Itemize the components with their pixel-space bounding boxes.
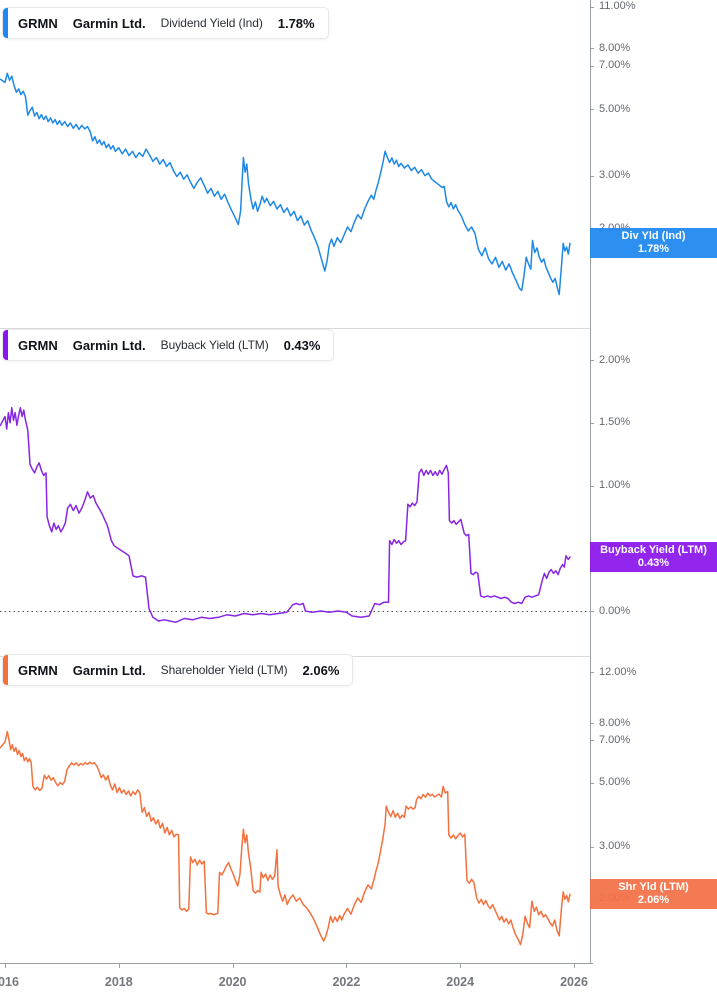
x-axis-tick-label: 2020: [218, 975, 247, 989]
y-axis-tick-label: 8.00%: [599, 716, 631, 729]
badge-metric-label: Shr Yld (LTM): [618, 881, 689, 894]
y-axis-tick-label: 5.00%: [599, 102, 631, 115]
legend-shareholder-yield[interactable]: GRMN Garmin Ltd. Shareholder Yield (LTM)…: [2, 654, 354, 686]
company-name: Garmin Ltd.: [72, 337, 146, 353]
x-axis-tick-label: 2026: [560, 975, 588, 989]
metric-name: Buyback Yield (LTM): [160, 338, 269, 352]
y-axis-tick-label: 3.00%: [599, 169, 631, 182]
badge-metric-value: 2.06%: [637, 894, 670, 907]
y-axis-tick-label: 0.00%: [599, 604, 631, 617]
legend-color-bar: [3, 655, 8, 685]
y-axis-tick-label: 5.00%: [599, 776, 631, 789]
metric-name: Dividend Yield (Ind): [160, 16, 263, 30]
ticker-symbol: GRMN: [18, 15, 58, 31]
badge-metric-label: Buyback Yield (LTM): [600, 544, 707, 557]
y-axis-tick-label: 3.00%: [599, 840, 631, 853]
current-value-badge-shareholder-yield: Shr Yld (LTM) 2.06%: [590, 879, 717, 910]
legend-color-bar: [3, 330, 8, 360]
ticker-symbol: GRMN: [18, 337, 58, 353]
company-name: Garmin Ltd.: [72, 15, 146, 31]
series-line-buyback-yield-ltm: [0, 406, 571, 624]
badge-metric-label: Div Yld (Ind): [621, 230, 686, 243]
metric-value: 2.06%: [302, 662, 340, 678]
legend-dividend-yield[interactable]: GRMN Garmin Ltd. Dividend Yield (Ind) 1.…: [2, 7, 329, 39]
legend-buyback-yield[interactable]: GRMN Garmin Ltd. Buyback Yield (LTM) 0.4…: [2, 329, 335, 361]
y-axis-tick-label: 1.00%: [599, 479, 631, 491]
series-line-dividend-yield-ind: [0, 72, 571, 296]
y-axis-tick-label: 1.50%: [599, 416, 631, 429]
legend-color-bar: [3, 8, 8, 38]
y-axis-tick-label: 11.00%: [599, 0, 636, 13]
current-value-badge-dividend-yield: Div Yld (Ind) 1.78%: [590, 228, 717, 259]
y-axis-tick-label: 8.00%: [599, 41, 631, 54]
badge-metric-value: 1.78%: [637, 243, 670, 256]
current-value-badge-buyback-yield: Buyback Yield (LTM) 0.43%: [590, 542, 717, 573]
x-axis-tick-label: 2018: [104, 975, 133, 989]
badge-metric-value: 0.43%: [637, 557, 670, 570]
metric-value: 1.78%: [277, 15, 315, 31]
y-axis-tick-label: 7.00%: [599, 59, 631, 72]
ticker-symbol: GRMN: [18, 662, 58, 678]
metric-value: 0.43%: [283, 337, 321, 353]
series-line-shareholder-yield-ltm: [0, 730, 571, 946]
x-axis-tick-label: 2022: [332, 975, 361, 989]
company-name: Garmin Ltd.: [72, 662, 146, 678]
y-axis-tick-label: 12.00%: [599, 665, 637, 678]
metric-name: Shareholder Yield (LTM): [160, 663, 288, 677]
y-axis-tick-label: 7.00%: [599, 733, 631, 746]
y-axis-tick-label: 2.00%: [599, 353, 631, 366]
x-axis-tick-label: 2016: [0, 975, 19, 989]
x-axis-tick-label: 2024: [446, 975, 475, 989]
